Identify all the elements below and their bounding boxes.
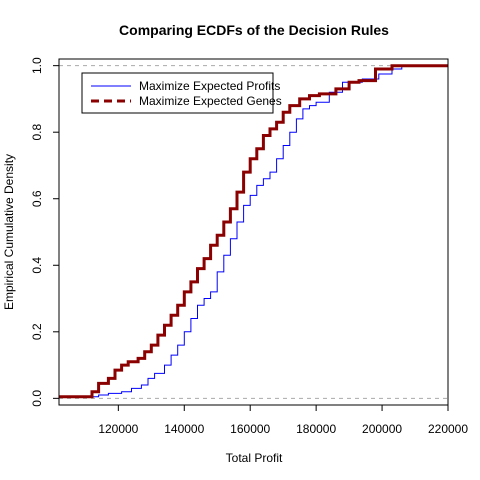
series-line-1 xyxy=(59,66,448,397)
y-axis-label: Empirical Cumulative Density xyxy=(2,154,16,310)
y-tick-label: 1.0 xyxy=(30,57,44,74)
x-tick-label: 200000 xyxy=(362,422,402,436)
chart-title: Comparing ECDFs of the Decision Rules xyxy=(119,22,389,38)
series-line-0 xyxy=(59,66,448,397)
series-layer xyxy=(59,66,448,397)
y-tick-label: 0.6 xyxy=(30,190,44,207)
x-tick-label: 160000 xyxy=(230,422,270,436)
x-tick-label: 220000 xyxy=(428,422,468,436)
y-tick-label: 0.0 xyxy=(30,390,44,407)
y-tick-label: 0.8 xyxy=(30,124,44,141)
legend-label-genes: Maximize Expected Genes xyxy=(139,94,282,108)
x-axis: 120000 140000 160000 180000 200000 220000 xyxy=(98,405,468,436)
y-tick-label: 0.2 xyxy=(30,323,44,340)
x-tick-label: 120000 xyxy=(98,422,138,436)
x-tick-label: 140000 xyxy=(164,422,204,436)
legend: Maximize Expected Profits Maximize Expec… xyxy=(82,73,282,113)
x-tick-label: 180000 xyxy=(296,422,336,436)
y-axis: 0.0 0.2 0.4 0.6 0.8 1.0 xyxy=(30,57,59,407)
y-tick-label: 0.4 xyxy=(30,257,44,274)
x-axis-label: Total Profit xyxy=(226,451,283,465)
reference-lines xyxy=(59,66,448,399)
legend-label-profits: Maximize Expected Profits xyxy=(139,79,280,93)
